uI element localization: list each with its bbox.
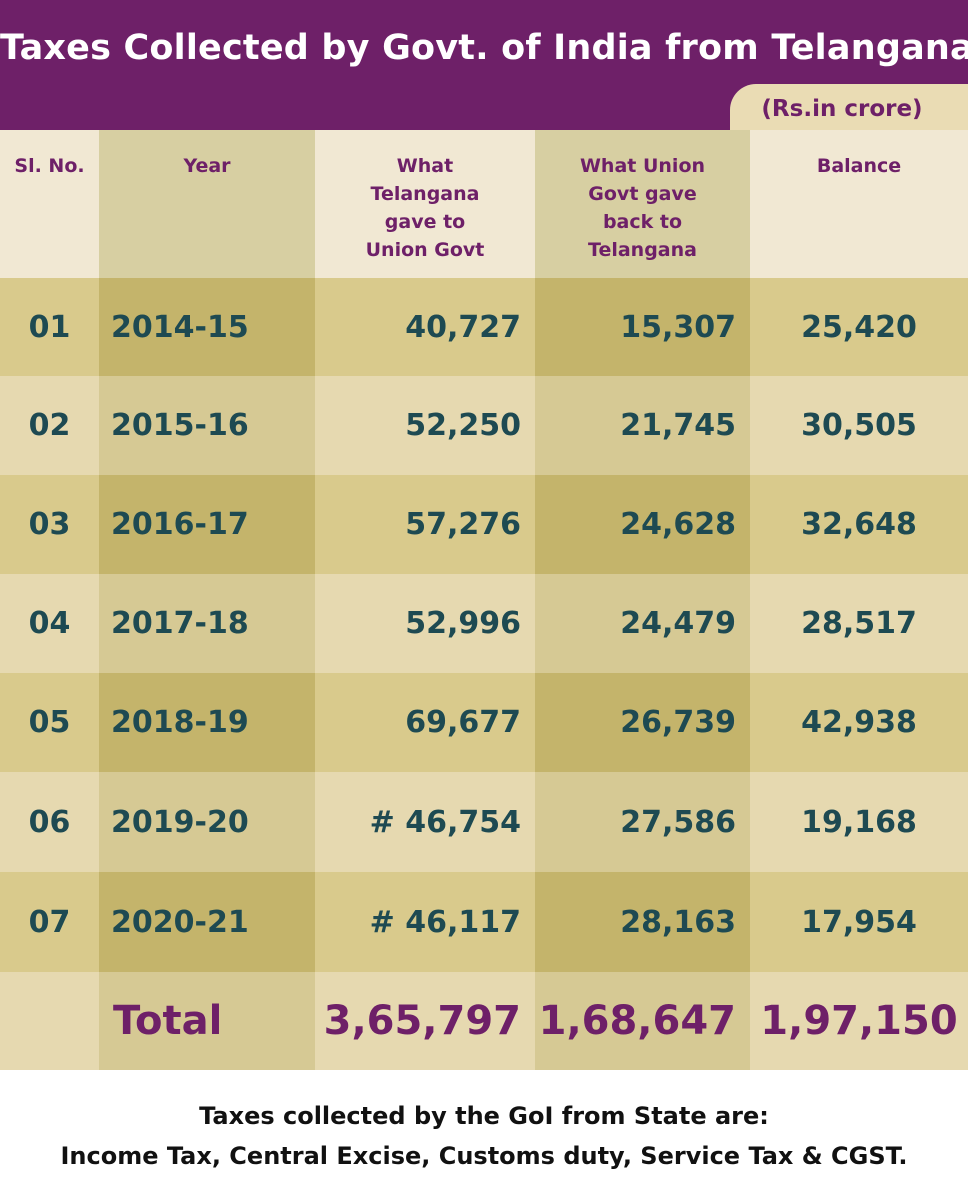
cell-union-gave-back: 28,163 <box>535 872 750 972</box>
cell-sl-no: 01 <box>0 278 99 376</box>
cell-year: 2016-17 <box>99 475 315 574</box>
table-row: 05 2018-19 69,677 26,739 42,938 <box>0 673 968 772</box>
cell-union-gave-back: 27,586 <box>535 772 750 872</box>
cell-union-gave-back: 21,745 <box>535 376 750 475</box>
cell-sl-no: 04 <box>0 574 99 673</box>
table-header-row: Sl. No. Year What Telangana gave to Unio… <box>0 130 968 278</box>
cell-year: 2020-21 <box>99 872 315 972</box>
cell-total-blank <box>0 972 99 1070</box>
footer-line-1: Taxes collected by the GoI from State ar… <box>199 1102 769 1130</box>
title-banner: Taxes Collected by Govt. of India from T… <box>0 0 968 130</box>
header-gave-line-2: Telangana <box>370 183 480 205</box>
cell-telangana-gave: 69,677 <box>315 673 535 772</box>
table-row: 07 2020-21 # 46,117 28,163 17,954 <box>0 872 968 972</box>
header-gave-line-4: Union Govt <box>365 239 485 261</box>
cell-union-gave-back: 24,628 <box>535 475 750 574</box>
cell-balance: 42,938 <box>750 673 968 772</box>
header-year: Year <box>99 130 315 278</box>
unit-label: (Rs.in crore) <box>730 84 968 134</box>
footer-line-2: Income Tax, Central Excise, Customs duty… <box>60 1142 908 1170</box>
cell-balance: 17,954 <box>750 872 968 972</box>
header-balance: Balance <box>750 130 968 278</box>
cell-sl-no: 05 <box>0 673 99 772</box>
cell-union-gave-back: 26,739 <box>535 673 750 772</box>
table-row: 04 2017-18 52,996 24,479 28,517 <box>0 574 968 673</box>
header-gave-line-3: gave to <box>384 211 466 233</box>
cell-year: 2017-18 <box>99 574 315 673</box>
footer-note: Taxes collected by the GoI from State ar… <box>0 1070 968 1197</box>
table-row: 03 2016-17 57,276 24,628 32,648 <box>0 475 968 574</box>
cell-balance: 25,420 <box>750 278 968 376</box>
header-got-line-1: What Union <box>579 155 706 177</box>
header-got-line-4: Telangana <box>588 239 697 261</box>
table-row: 06 2019-20 # 46,754 27,586 19,168 <box>0 772 968 872</box>
cell-telangana-gave: 57,276 <box>315 475 535 574</box>
cell-union-gave-back: 15,307 <box>535 278 750 376</box>
cell-balance: 19,168 <box>750 772 968 872</box>
header-telangana-gave: What Telangana gave to Union Govt <box>315 130 535 278</box>
cell-year: 2014-15 <box>99 278 315 376</box>
total-label: Total <box>99 972 315 1070</box>
cell-balance: 28,517 <box>750 574 968 673</box>
cell-year: 2018-19 <box>99 673 315 772</box>
cell-sl-no: 06 <box>0 772 99 872</box>
cell-telangana-gave: # 46,754 <box>315 772 535 872</box>
cell-telangana-gave: 52,250 <box>315 376 535 475</box>
cell-sl-no: 02 <box>0 376 99 475</box>
cell-year: 2015-16 <box>99 376 315 475</box>
cell-telangana-gave: 40,727 <box>315 278 535 376</box>
cell-sl-no: 07 <box>0 872 99 972</box>
cell-year: 2019-20 <box>99 772 315 872</box>
table-row: 02 2015-16 52,250 21,745 30,505 <box>0 376 968 475</box>
table-row: 01 2014-15 40,727 15,307 25,420 <box>0 278 968 376</box>
cell-balance: 30,505 <box>750 376 968 475</box>
cell-telangana-gave: # 46,117 <box>315 872 535 972</box>
cell-telangana-gave: 52,996 <box>315 574 535 673</box>
cell-balance: 32,648 <box>750 475 968 574</box>
cell-union-gave-back: 24,479 <box>535 574 750 673</box>
header-gave-line-1: What <box>396 155 454 177</box>
page-title: Taxes Collected by Govt. of India from T… <box>0 28 968 68</box>
header-sl-no: Sl. No. <box>0 130 99 278</box>
total-balance: 1,97,150 <box>750 972 968 1070</box>
cell-sl-no: 03 <box>0 475 99 574</box>
total-telangana-gave: 3,65,797 <box>315 972 535 1070</box>
tax-table: Sl. No. Year What Telangana gave to Unio… <box>0 130 968 1070</box>
header-got-line-3: back to <box>602 211 683 233</box>
total-union-gave-back: 1,68,647 <box>535 972 750 1070</box>
header-union-gave-back: What Union Govt gave back to Telangana <box>535 130 750 278</box>
total-row: Total 3,65,797 1,68,647 1,97,150 <box>0 972 968 1070</box>
header-got-line-2: Govt gave <box>588 183 697 205</box>
